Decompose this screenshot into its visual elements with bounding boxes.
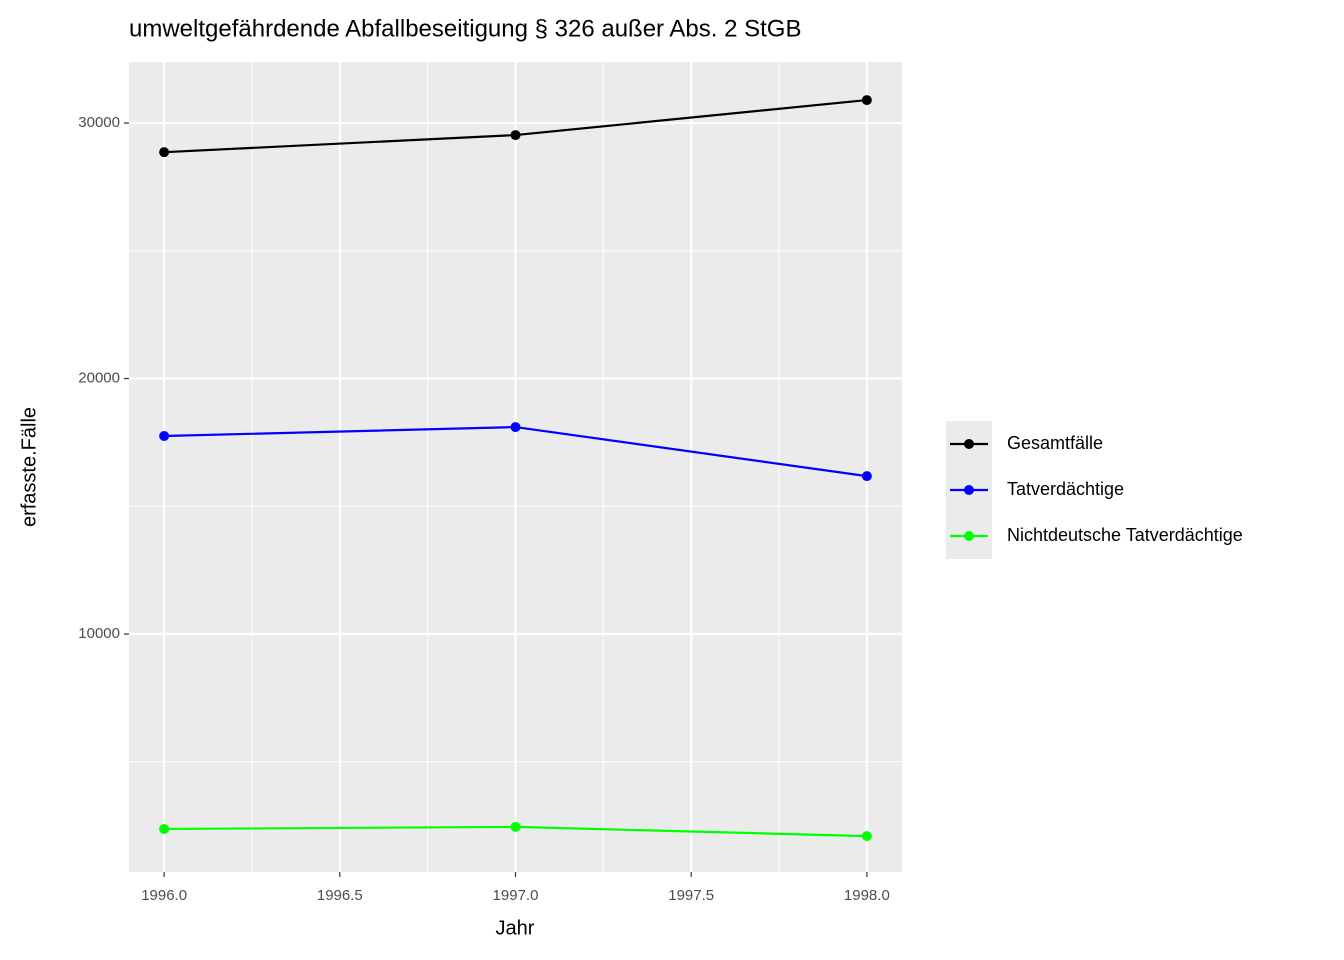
y-tick-label: 30000 — [78, 114, 120, 131]
chart-title: umweltgefährdende Abfallbeseitigung § 32… — [129, 15, 801, 42]
legend-label: Tatverdächtige — [1007, 479, 1124, 499]
legend-label: Nichtdeutsche Tatverdächtige — [1007, 525, 1243, 545]
x-tick-label: 1996.5 — [317, 887, 363, 904]
legend-label: Gesamtfälle — [1007, 433, 1103, 453]
point — [861, 95, 872, 106]
x-tick-label: 1998.0 — [844, 887, 890, 904]
point — [510, 130, 521, 141]
legend-point — [964, 439, 974, 449]
x-axis-title: Jahr — [496, 917, 535, 939]
point — [159, 823, 170, 834]
point — [159, 431, 170, 442]
legend-point — [964, 531, 974, 541]
y-tick-label: 20000 — [78, 370, 120, 387]
x-tick-label: 1996.0 — [141, 887, 187, 904]
point — [159, 147, 170, 158]
x-tick-label: 1997.5 — [668, 887, 714, 904]
y-axis-title: erfasste.Fälle — [18, 407, 40, 527]
y-tick-label: 10000 — [78, 625, 120, 642]
x-tick-label: 1997.0 — [493, 887, 539, 904]
legend-point — [964, 485, 974, 495]
point — [861, 831, 872, 842]
point — [861, 471, 872, 482]
point — [510, 422, 521, 433]
point — [510, 821, 521, 832]
